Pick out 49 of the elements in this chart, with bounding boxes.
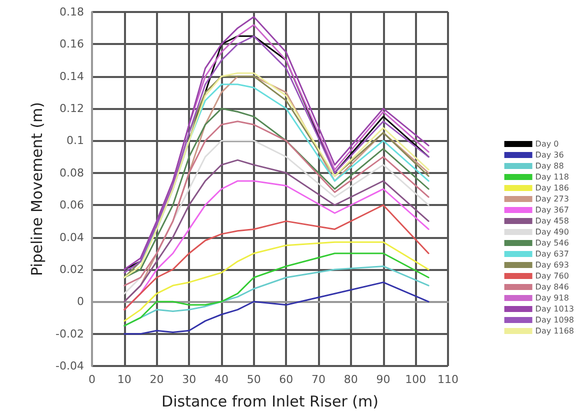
y-tick-label: 0.02	[60, 262, 84, 276]
legend-label: Day 458	[535, 216, 569, 226]
legend-label: Day 693	[535, 260, 569, 270]
x-tick-label: 90	[376, 373, 390, 386]
x-tick-label: 70	[312, 373, 326, 386]
line-series	[124, 252, 430, 327]
y-tick-label: 0.12	[60, 102, 84, 116]
legend-label: Day 186	[535, 184, 569, 192]
line-series	[124, 241, 430, 322]
x-tick-label: 40	[214, 373, 228, 386]
line-series	[124, 159, 430, 302]
line-series	[124, 204, 430, 310]
legend-label: Day 0	[535, 140, 559, 148]
legend-label: Day 846	[535, 282, 569, 292]
legend-label: Day 637	[535, 250, 569, 258]
y-tick-label: 0.18	[60, 6, 84, 18]
legend-label: Day 1098	[535, 316, 574, 324]
x-tick-label: 20	[150, 373, 164, 386]
legend-label: Day 546	[535, 238, 569, 248]
legend-label: Day 760	[535, 272, 569, 280]
x-tick-label: 50	[246, 373, 261, 386]
line-series	[124, 282, 430, 335]
y-tick-label: -0.04	[56, 360, 84, 372]
legend-label: Day 490	[535, 228, 569, 236]
x-tick-label: 60	[279, 373, 294, 386]
x-axis-title: Distance from Inlet Riser (m)	[162, 392, 378, 410]
y-tick-label: 0.16	[60, 38, 84, 51]
x-tick-label: 10	[117, 373, 132, 386]
legend-label: Day 918	[535, 294, 569, 302]
y-tick-label: 0.1	[66, 134, 84, 148]
legend-label: Day 88	[535, 162, 564, 170]
legend-label: Day 1013	[535, 304, 574, 314]
legend-label: Day 367	[535, 206, 569, 214]
y-tick-label: 0.04	[60, 230, 84, 244]
legend-label: Day 118	[535, 172, 569, 182]
x-tick-label: 80	[344, 373, 358, 386]
x-tick-label: 30	[182, 373, 196, 386]
legend-label: Day 36	[535, 150, 564, 160]
y-tick-label: -0.02	[56, 327, 84, 340]
legend-label: Day 273	[535, 194, 569, 204]
y-axis-title: Pipeline Movement (m)	[28, 102, 46, 276]
y-tick-label: 0.08	[60, 166, 84, 180]
legend-label: Day 1168	[535, 326, 574, 336]
x-tick-label: 0	[88, 373, 96, 386]
y-tick-label: 0	[77, 295, 84, 308]
x-tick-label: 100	[405, 373, 426, 386]
y-tick-label: 0.14	[60, 70, 84, 83]
x-tick-label: 110	[438, 373, 458, 386]
y-tick-label: 0.06	[60, 198, 84, 212]
